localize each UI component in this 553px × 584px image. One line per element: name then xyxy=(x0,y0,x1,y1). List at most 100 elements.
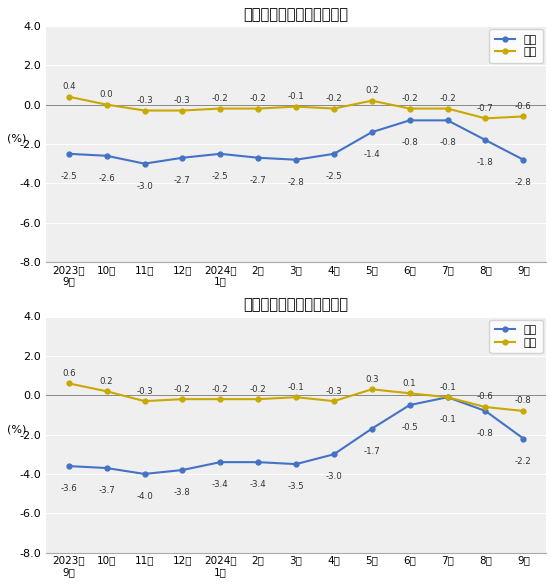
Text: -2.5: -2.5 xyxy=(326,172,342,181)
Text: 0.6: 0.6 xyxy=(62,369,76,378)
Text: -0.2: -0.2 xyxy=(401,94,418,103)
Title: 工业生产者出厂价格涨跌幅: 工业生产者出厂价格涨跌幅 xyxy=(243,7,348,22)
同比 xyxy=(65,150,72,157)
同比 xyxy=(255,458,262,465)
同比 xyxy=(520,156,526,163)
环比 xyxy=(179,107,186,114)
Text: -3.7: -3.7 xyxy=(98,486,115,495)
Text: -0.2: -0.2 xyxy=(326,94,342,103)
Text: -0.3: -0.3 xyxy=(136,96,153,105)
同比 xyxy=(103,464,110,471)
同比 xyxy=(482,408,489,415)
环比 xyxy=(482,115,489,122)
同比 xyxy=(293,156,299,163)
环比 xyxy=(406,105,413,112)
同比 xyxy=(368,128,375,135)
同比 xyxy=(141,471,148,478)
环比 xyxy=(293,103,299,110)
同比 xyxy=(103,152,110,159)
Text: -0.2: -0.2 xyxy=(212,385,228,394)
同比 xyxy=(217,150,223,157)
同比 xyxy=(255,154,262,161)
Text: -0.1: -0.1 xyxy=(288,92,304,101)
环比 xyxy=(103,101,110,108)
环比 xyxy=(331,105,337,112)
Text: 0.2: 0.2 xyxy=(100,377,113,386)
同比 xyxy=(331,150,337,157)
环比 xyxy=(368,386,375,393)
同比 xyxy=(520,435,526,442)
Line: 环比: 环比 xyxy=(66,381,526,413)
环比 xyxy=(520,113,526,120)
Text: -0.3: -0.3 xyxy=(174,96,191,105)
同比 xyxy=(406,117,413,124)
环比 xyxy=(520,408,526,415)
Text: -0.8: -0.8 xyxy=(515,397,531,405)
环比 xyxy=(217,395,223,402)
Text: 0.1: 0.1 xyxy=(403,378,416,388)
Text: 0.0: 0.0 xyxy=(100,90,113,99)
Text: -0.2: -0.2 xyxy=(250,94,267,103)
Text: -2.5: -2.5 xyxy=(212,172,228,181)
Text: -2.7: -2.7 xyxy=(174,176,191,185)
Text: -0.2: -0.2 xyxy=(439,94,456,103)
Line: 环比: 环比 xyxy=(66,94,526,121)
Text: -2.8: -2.8 xyxy=(515,178,531,187)
Text: -3.0: -3.0 xyxy=(136,182,153,191)
Text: -1.7: -1.7 xyxy=(363,447,380,456)
同比 xyxy=(217,458,223,465)
Text: -3.0: -3.0 xyxy=(326,472,342,481)
Text: -0.1: -0.1 xyxy=(439,383,456,392)
环比 xyxy=(482,404,489,411)
Legend: 同比, 环比: 同比, 环比 xyxy=(489,320,542,353)
Text: 0.4: 0.4 xyxy=(62,82,76,91)
Y-axis label: (%): (%) xyxy=(7,134,27,144)
Text: -2.5: -2.5 xyxy=(60,172,77,181)
环比 xyxy=(331,398,337,405)
同比 xyxy=(331,451,337,458)
Text: 0.3: 0.3 xyxy=(365,375,379,384)
Line: 同比: 同比 xyxy=(66,118,526,166)
Text: -2.6: -2.6 xyxy=(98,174,115,183)
Title: 工业生产者购进价格涨跌幅: 工业生产者购进价格涨跌幅 xyxy=(243,298,348,312)
Text: -0.2: -0.2 xyxy=(174,385,191,394)
环比 xyxy=(217,105,223,112)
环比 xyxy=(444,105,451,112)
Text: -0.5: -0.5 xyxy=(401,423,418,432)
环比 xyxy=(444,394,451,401)
Text: -3.4: -3.4 xyxy=(250,480,267,489)
Text: -0.8: -0.8 xyxy=(439,138,456,147)
同比 xyxy=(179,467,186,474)
环比 xyxy=(65,93,72,100)
同比 xyxy=(444,394,451,401)
Text: -2.7: -2.7 xyxy=(250,176,267,185)
环比 xyxy=(255,395,262,402)
Text: -4.0: -4.0 xyxy=(136,492,153,501)
同比 xyxy=(65,463,72,470)
环比 xyxy=(406,390,413,397)
Text: 0.2: 0.2 xyxy=(365,86,379,95)
同比 xyxy=(368,425,375,432)
Text: -2.2: -2.2 xyxy=(515,457,531,465)
Text: -1.4: -1.4 xyxy=(363,150,380,159)
环比 xyxy=(65,380,72,387)
环比 xyxy=(141,107,148,114)
Text: -0.6: -0.6 xyxy=(515,102,531,111)
Text: -0.2: -0.2 xyxy=(212,94,228,103)
Text: -2.8: -2.8 xyxy=(288,178,304,187)
环比 xyxy=(293,394,299,401)
Y-axis label: (%): (%) xyxy=(7,425,27,434)
同比 xyxy=(406,402,413,409)
同比 xyxy=(482,137,489,144)
环比 xyxy=(103,388,110,395)
Text: -3.8: -3.8 xyxy=(174,488,191,497)
同比 xyxy=(179,154,186,161)
Text: -1.8: -1.8 xyxy=(477,158,494,167)
Text: -3.4: -3.4 xyxy=(212,480,228,489)
环比 xyxy=(141,398,148,405)
Text: -0.8: -0.8 xyxy=(477,429,494,438)
Text: -0.1: -0.1 xyxy=(288,383,304,392)
Text: -3.6: -3.6 xyxy=(60,484,77,493)
同比 xyxy=(293,461,299,468)
Text: -0.3: -0.3 xyxy=(136,387,153,395)
